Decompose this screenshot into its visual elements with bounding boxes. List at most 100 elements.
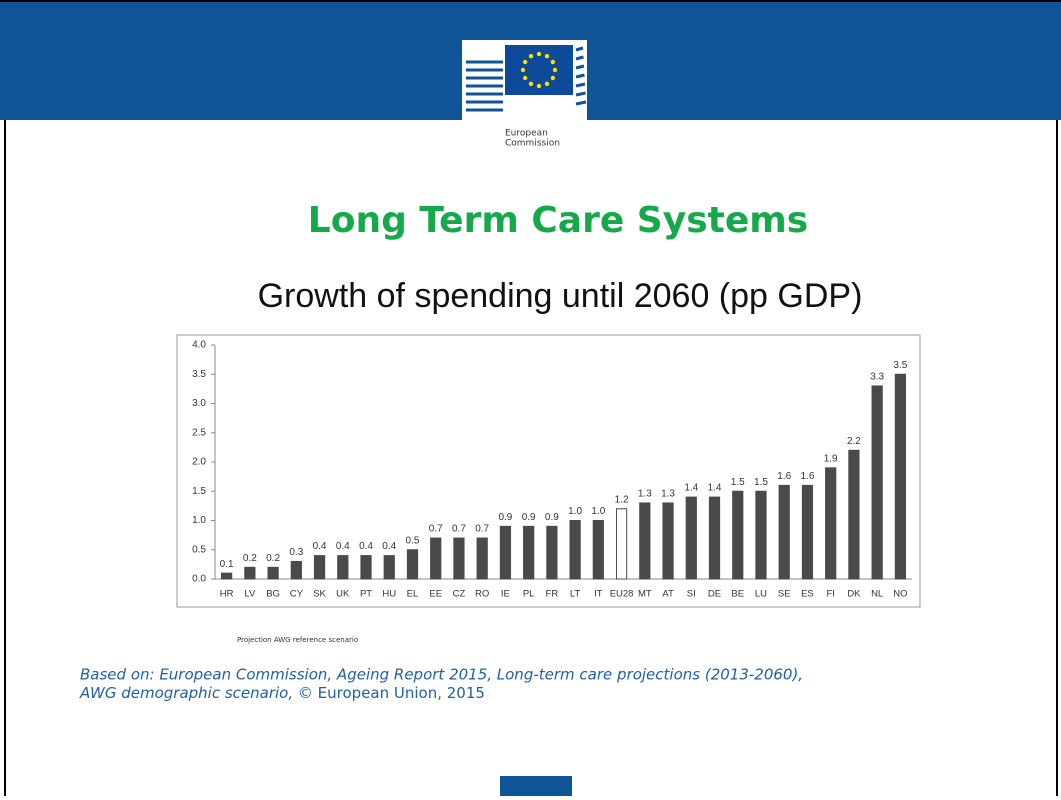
logo-stripe — [575, 100, 587, 106]
y-tick-label: 2.0 — [192, 457, 206, 468]
x-tick-label: CZ — [453, 589, 466, 600]
bar — [871, 385, 883, 580]
x-tick-label: FI — [826, 589, 834, 600]
x-tick-label: HR — [220, 589, 234, 600]
y-tick-label: 3.0 — [192, 398, 206, 409]
data-label: 3.5 — [893, 360, 907, 371]
x-tick-label: NO — [893, 589, 907, 600]
data-label: 0.5 — [406, 535, 420, 546]
data-label: 0.4 — [382, 541, 396, 552]
x-tick-label: EU28 — [610, 589, 634, 600]
x-tick-label: IE — [501, 589, 510, 600]
data-label: 1.6 — [800, 471, 814, 482]
data-label: 0.7 — [475, 524, 489, 535]
data-label: 1.3 — [638, 489, 652, 500]
x-tick-label: FR — [546, 589, 559, 600]
bar — [894, 373, 906, 580]
x-tick-label: LT — [570, 589, 581, 600]
data-label: 1.4 — [684, 483, 698, 494]
logo-star — [544, 53, 550, 59]
bar — [755, 490, 767, 580]
bar — [546, 525, 558, 580]
source-text: Based on: European Commission, Ageing Re… — [80, 666, 803, 684]
bar — [337, 555, 349, 580]
bar — [708, 496, 721, 580]
bar — [685, 496, 697, 580]
x-tick-label: DK — [847, 589, 861, 600]
bar — [592, 520, 604, 580]
logo-star — [536, 51, 542, 57]
data-label: 1.5 — [754, 477, 768, 488]
logo-star — [552, 67, 558, 73]
x-tick-label: UK — [336, 589, 350, 600]
bar — [523, 525, 535, 580]
x-tick-label: EL — [407, 589, 419, 600]
bar — [290, 560, 302, 580]
y-tick-label: 0.0 — [192, 574, 206, 585]
logo-stripe — [575, 82, 586, 88]
x-tick-label: NL — [871, 589, 883, 600]
bar — [848, 449, 860, 580]
y-tick-label: 0.5 — [192, 544, 206, 555]
bar — [569, 520, 581, 580]
bar — [221, 572, 233, 580]
bar — [267, 566, 279, 580]
logo-star — [550, 59, 556, 65]
bar — [244, 566, 256, 580]
data-label: 1.6 — [777, 471, 791, 482]
bar — [732, 490, 744, 580]
footer-logo — [500, 776, 572, 796]
x-tick-label: SK — [313, 589, 326, 600]
x-tick-label: IT — [594, 589, 603, 600]
x-tick-label: EE — [429, 589, 442, 600]
bar — [313, 555, 326, 580]
data-label: 1.0 — [591, 506, 605, 517]
data-label: 1.4 — [708, 483, 722, 494]
logo-star — [522, 59, 528, 65]
data-label: 0.4 — [313, 541, 327, 552]
bar — [406, 549, 419, 580]
slide-subtitle: Growth of spending until 2060 (pp GDP) — [258, 277, 863, 315]
data-label: 0.2 — [266, 553, 280, 564]
data-label: 0.9 — [545, 512, 559, 523]
data-label: 1.9 — [824, 453, 838, 464]
logo-stripe — [575, 73, 585, 79]
x-tick-label: BG — [266, 589, 280, 600]
logo-text: Commission — [505, 139, 560, 149]
x-tick-label: SI — [687, 589, 696, 600]
logo-stripe — [575, 46, 584, 52]
logo: European Commission — [462, 40, 587, 158]
chart-caption: Projection AWG reference scenario — [237, 636, 358, 644]
data-label: 0.1 — [220, 559, 234, 570]
x-tick-label: PL — [523, 589, 535, 600]
y-tick-label: 2.5 — [192, 427, 206, 438]
slide-title: Long Term Care Systems — [308, 200, 808, 241]
x-tick-label: ES — [801, 589, 814, 600]
data-label: 2.2 — [847, 436, 861, 447]
x-tick-label: AT — [662, 589, 674, 600]
data-label: 0.9 — [498, 512, 512, 523]
y-tick-label: 1.5 — [192, 486, 206, 497]
y-tick-label: 1.0 — [192, 515, 206, 526]
x-tick-label: CY — [290, 589, 304, 600]
logo-stripe — [575, 55, 584, 61]
bar — [778, 484, 790, 580]
logo-star — [520, 67, 526, 73]
logo-star — [522, 75, 528, 81]
bar — [430, 537, 442, 580]
logo-star — [528, 53, 534, 59]
x-tick-label: MT — [638, 589, 652, 600]
y-tick-label: 4.0 — [192, 340, 206, 351]
data-label: 1.2 — [615, 494, 629, 505]
bar — [476, 537, 488, 580]
data-label: 0.9 — [522, 512, 536, 523]
bar — [453, 537, 465, 580]
data-label: 1.0 — [568, 506, 582, 517]
x-tick-label: LU — [755, 589, 767, 600]
source-text: © European Union, 2015 — [298, 684, 485, 702]
data-label: 3.3 — [870, 372, 884, 383]
x-tick-label: BE — [731, 589, 744, 600]
bar — [383, 555, 395, 580]
